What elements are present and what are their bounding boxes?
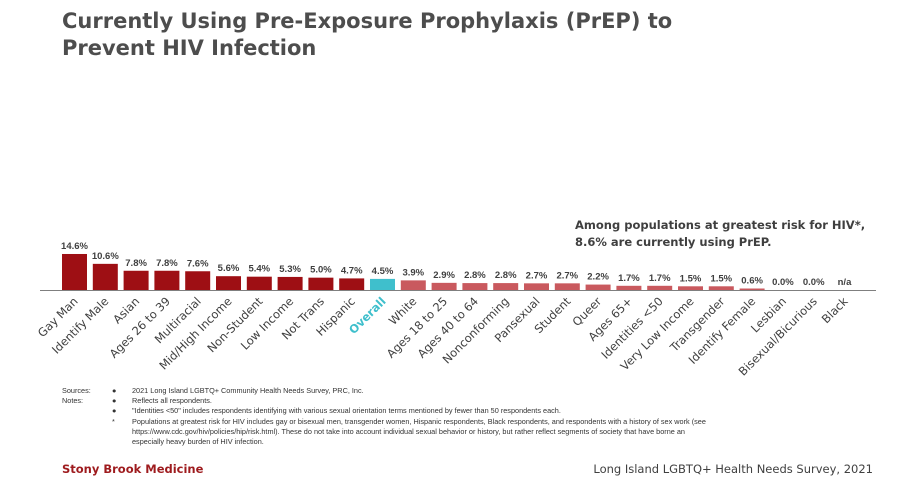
- bar: [370, 278, 395, 290]
- data-label: 7.8%: [125, 258, 147, 269]
- notes-block: Sources: ● 2021 Long Island LGBTQ+ Commu…: [62, 386, 712, 447]
- bar: [708, 286, 734, 290]
- footer-source: Long Island LGBTQ+ Health Needs Survey, …: [593, 462, 873, 476]
- data-label: 1.5%: [680, 273, 702, 284]
- data-label: 2.7%: [526, 270, 548, 281]
- category-label: Black: [819, 294, 851, 326]
- bar: [277, 276, 303, 290]
- data-label: 5.4%: [248, 264, 270, 275]
- note-bullet: ●: [112, 406, 117, 416]
- data-label: 0.6%: [741, 276, 763, 287]
- bar: [524, 283, 549, 290]
- callout-line-2: 8.6% are currently using PrEP.: [575, 235, 772, 249]
- bar: [246, 276, 272, 290]
- data-label: 3.9%: [402, 267, 424, 278]
- note-label: Notes:: [62, 396, 84, 406]
- data-label: 1.7%: [618, 273, 640, 284]
- note-label: Sources:: [62, 386, 91, 395]
- note-text: Reflects all respondents.: [132, 396, 212, 406]
- chart-title: Currently Using Pre-Exposure Prophylaxis…: [62, 9, 673, 60]
- footer-brand: Stony Brook Medicine: [62, 462, 204, 476]
- bar: [92, 263, 118, 290]
- data-label: 1.5%: [710, 273, 732, 284]
- note-bullet: *: [112, 416, 115, 426]
- bar: [216, 276, 241, 290]
- bar: [185, 271, 211, 290]
- data-label: n/a: [838, 277, 852, 288]
- data-label: 2.9%: [433, 270, 455, 281]
- note-bullet: ●: [112, 386, 117, 395]
- note-row: * Populations at greatest risk for HIV i…: [62, 417, 712, 448]
- data-label: 2.8%: [495, 270, 517, 281]
- bar: [739, 288, 765, 290]
- data-label: 0.0%: [772, 277, 794, 288]
- note-text: 2021 Long Island LGBTQ+ Community Health…: [132, 386, 364, 395]
- bar: [493, 283, 519, 290]
- data-label: 10.6%: [92, 251, 119, 262]
- bar: [554, 283, 580, 290]
- bar: [339, 278, 365, 290]
- note-row: ● "Identities <50" includes respondents …: [62, 406, 712, 416]
- bar: [400, 280, 426, 290]
- bar: [431, 282, 457, 290]
- data-label: 4.7%: [341, 265, 363, 276]
- note-row: Notes: ● Reflects all respondents.: [62, 396, 712, 406]
- bar: [308, 277, 334, 290]
- note-label: [62, 417, 112, 448]
- data-label: 14.6%: [61, 241, 88, 252]
- note-bullet: ●: [112, 396, 117, 406]
- bar: [678, 286, 703, 290]
- data-label: 2.2%: [587, 272, 609, 283]
- bar: [585, 284, 611, 290]
- note-text: "Identities <50" includes respondents id…: [132, 406, 561, 416]
- bar: [647, 285, 673, 290]
- callout-line-1: Among populations at greatest risk for H…: [575, 218, 866, 232]
- bar: [616, 285, 642, 290]
- data-label: 1.7%: [649, 273, 671, 284]
- data-label: 7.6%: [187, 258, 209, 269]
- data-label: 2.8%: [464, 270, 486, 281]
- bar: [62, 253, 87, 290]
- data-label: 2.7%: [556, 270, 578, 281]
- risk-callout: Among populations at greatest risk for H…: [575, 217, 875, 251]
- data-label: 0.0%: [803, 277, 825, 288]
- data-label: 5.0%: [310, 265, 332, 276]
- bar: [123, 270, 149, 290]
- note-text: Populations at greatest risk for HIV inc…: [132, 416, 706, 447]
- note-row: Sources: ● 2021 Long Island LGBTQ+ Commu…: [62, 386, 712, 396]
- note-label: [62, 406, 112, 416]
- data-label: 7.8%: [156, 258, 178, 269]
- data-label: 5.6%: [218, 263, 240, 274]
- bar: [462, 283, 488, 290]
- data-label: 4.5%: [372, 266, 394, 277]
- data-label: 5.3%: [279, 264, 301, 275]
- bar: [154, 270, 180, 290]
